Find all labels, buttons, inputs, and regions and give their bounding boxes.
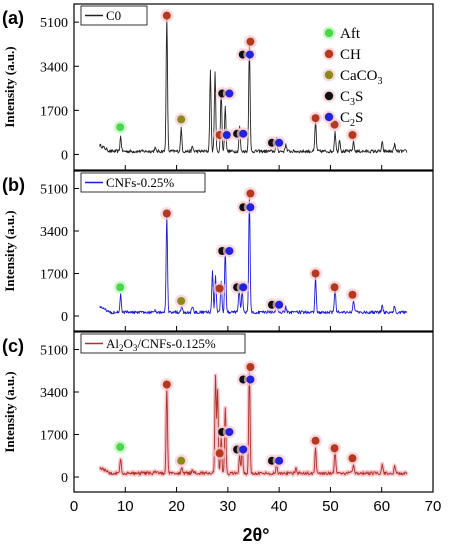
y-axis-label: Intensity (a.u.) bbox=[2, 210, 17, 291]
y-tick-label: 1700 bbox=[40, 429, 68, 444]
legend-label: C2S bbox=[340, 110, 363, 129]
x-tick-label: 50 bbox=[322, 498, 339, 515]
phase-marker-aft bbox=[116, 123, 125, 132]
plot-frame bbox=[73, 331, 434, 493]
phase-marker-ch bbox=[162, 209, 171, 218]
phase-marker-ch bbox=[348, 130, 357, 139]
y-tick-label: 5100 bbox=[40, 344, 68, 359]
legend-marker bbox=[324, 70, 334, 80]
legend-marker bbox=[324, 49, 334, 59]
phase-marker-c2s bbox=[275, 300, 284, 309]
y-tick-label: 3400 bbox=[40, 225, 68, 240]
phase-marker-aft bbox=[116, 443, 125, 451]
legend-label: CaCO3 bbox=[340, 68, 383, 87]
phase-marker-ch bbox=[246, 363, 255, 371]
phase-marker-c2s bbox=[239, 129, 248, 138]
phase-legend: Aft CH CaCO3 C3S C2S bbox=[322, 26, 383, 129]
series-legend-label: Al2O3/CNFs-0.125% bbox=[106, 336, 216, 353]
legend-label: CH bbox=[340, 47, 361, 63]
phase-marker-c2s bbox=[225, 247, 234, 255]
legend-label: Aft bbox=[340, 26, 361, 42]
plot-frame bbox=[73, 170, 434, 332]
y-tick-label: 3400 bbox=[40, 386, 68, 401]
phase-marker-aft bbox=[116, 283, 125, 292]
legend-marker bbox=[324, 28, 334, 38]
x-tick-label: 20 bbox=[168, 498, 185, 515]
phase-marker-ch bbox=[311, 269, 320, 278]
series-legend-label: C0 bbox=[106, 8, 121, 23]
panel-label: (b) bbox=[2, 175, 25, 195]
series-legend-box bbox=[80, 172, 206, 193]
panel-label: (c) bbox=[2, 336, 24, 356]
y-tick-label: 0 bbox=[61, 471, 68, 486]
phase-marker-ch bbox=[330, 120, 339, 129]
phase-marker-ch bbox=[348, 290, 357, 299]
x-tick-label: 30 bbox=[220, 498, 237, 515]
y-tick-label: 3400 bbox=[40, 60, 68, 75]
phase-marker-caco3 bbox=[177, 456, 186, 465]
phase-marker-c2s bbox=[239, 445, 248, 454]
y-tick-label: 1700 bbox=[40, 104, 68, 119]
legend-marker bbox=[324, 112, 334, 122]
y-tick-label: 1700 bbox=[40, 268, 68, 283]
phase-marker-ch bbox=[330, 283, 339, 292]
series-line bbox=[99, 194, 408, 315]
phase-marker-c2s bbox=[246, 203, 255, 212]
phase-marker-c2s bbox=[225, 428, 234, 436]
series-legend-box bbox=[80, 5, 148, 26]
phase-marker-c2s bbox=[225, 89, 234, 98]
y-tick-label: 5100 bbox=[40, 183, 68, 198]
x-axis-label: 2θ° bbox=[243, 525, 270, 545]
y-axis-label: Intensity (a.u.) bbox=[2, 46, 17, 127]
series-line bbox=[99, 15, 408, 154]
plot-frame bbox=[73, 3, 434, 171]
phase-marker-c2s bbox=[275, 456, 284, 465]
panel-label: (a) bbox=[2, 8, 24, 28]
series-line bbox=[99, 368, 408, 476]
phase-marker-c2s bbox=[275, 138, 284, 147]
phase-marker-ch bbox=[162, 380, 171, 389]
series-legend-label: CNFs-0.25% bbox=[106, 175, 174, 190]
panel-c: 0 1700 3400 5100 Intensity (a.u.) (c) Al2O3/CN… bbox=[2, 331, 442, 515]
phase-marker-caco3 bbox=[177, 115, 186, 124]
phase-marker-ch bbox=[246, 37, 255, 46]
y-tick-label: 0 bbox=[61, 148, 68, 163]
y-tick-label: 5100 bbox=[40, 16, 68, 31]
phase-marker-c2s bbox=[239, 283, 248, 292]
phase-marker-ch bbox=[215, 284, 224, 293]
series-legend: C0 bbox=[80, 5, 148, 26]
series-legend-box bbox=[80, 333, 246, 354]
phase-marker-ch bbox=[348, 454, 357, 463]
phase-marker-c2s bbox=[246, 375, 255, 384]
x-tick-label: 70 bbox=[425, 498, 442, 515]
phase-marker-c2s bbox=[222, 130, 231, 139]
y-tick-label: 0 bbox=[61, 310, 68, 325]
legend-label: C3S bbox=[340, 89, 363, 108]
x-tick-label: 10 bbox=[117, 498, 134, 515]
series-legend: CNFs-0.25% bbox=[80, 172, 206, 193]
panel-b: 0 1700 3400 5100 Intensity (a.u.) (b) CNFs-0.2… bbox=[2, 170, 434, 332]
phase-marker-ch bbox=[330, 444, 339, 453]
panel-a: 0 1700 3400 5100 Intensity (a.u.) (a) C0 bbox=[2, 3, 434, 171]
phase-marker-ch bbox=[162, 11, 171, 20]
x-tick-label: 0 bbox=[70, 498, 78, 515]
series-legend: Al2O3/CNFs-0.125% bbox=[80, 333, 246, 354]
phase-marker-ch bbox=[246, 189, 255, 198]
legend-marker bbox=[324, 91, 334, 101]
phase-marker-ch bbox=[311, 114, 320, 123]
x-tick-label: 60 bbox=[373, 498, 390, 515]
phase-marker-caco3 bbox=[177, 297, 186, 305]
phase-marker-ch bbox=[215, 449, 224, 458]
y-axis-label: Intensity (a.u.) bbox=[2, 371, 17, 452]
phase-marker-ch bbox=[311, 436, 320, 445]
phase-marker-c2s bbox=[245, 50, 254, 59]
x-tick-label: 40 bbox=[271, 498, 288, 515]
